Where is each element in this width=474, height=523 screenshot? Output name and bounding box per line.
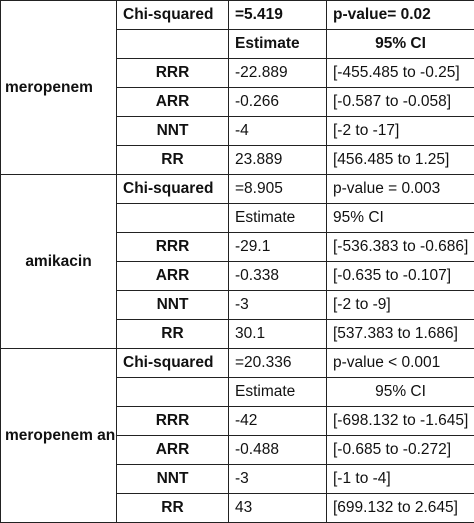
estimate-value: -0.488 (229, 436, 327, 465)
measure-label: NNT (117, 117, 229, 146)
measure-label: RRR (117, 233, 229, 262)
measure-label: NNT (117, 465, 229, 494)
measure-label: RRR (117, 407, 229, 436)
measure-label: RR (117, 320, 229, 349)
ci-value: [-536.383 to -0.686] (327, 233, 474, 262)
ci-value: [-0.587 to -0.058] (327, 88, 474, 117)
ci-value: [-1 to -4] (327, 465, 474, 494)
ci-value: [-698.132 to -1.645] (327, 407, 474, 436)
chi-squared-value: =5.419 (229, 1, 327, 30)
ci-value: [-0.685 to -0.272] (327, 436, 474, 465)
ci-value: [699.132 to 2.645] (327, 494, 474, 523)
estimate-value: 43 (229, 494, 327, 523)
p-value: p-value= 0.02 (327, 1, 474, 30)
ci-header: 95% CI (327, 30, 474, 59)
ci-value: [-455.485 to -0.25] (327, 59, 474, 88)
chi-squared-label: Chi-squared (117, 175, 229, 204)
drug-label: meropenem and amikacin (1, 349, 117, 523)
estimate-header: Estimate (229, 378, 327, 407)
p-value: p-value < 0.001 (327, 349, 474, 378)
estimate-value: -42 (229, 407, 327, 436)
empty-cell (117, 378, 229, 407)
ci-header: 95% CI (327, 378, 474, 407)
estimate-header: Estimate (229, 30, 327, 59)
table-row: meropenem and amikacin Chi-squared =20.3… (1, 349, 474, 378)
table-row: meropenem Chi-squared =5.419 p-value= 0.… (1, 1, 474, 30)
ci-header: 95% CI (327, 204, 474, 233)
empty-cell (117, 30, 229, 59)
measure-label: ARR (117, 436, 229, 465)
estimate-header: Estimate (229, 204, 327, 233)
chi-squared-value: =20.336 (229, 349, 327, 378)
ci-value: [537.383 to 1.686] (327, 320, 474, 349)
ci-value: [456.485 to 1.25] (327, 146, 474, 175)
ci-value: [-0.635 to -0.107] (327, 262, 474, 291)
estimate-value: 30.1 (229, 320, 327, 349)
p-value: p-value = 0.003 (327, 175, 474, 204)
estimate-value: -29.1 (229, 233, 327, 262)
empty-cell (117, 204, 229, 233)
drug-label: amikacin (1, 175, 117, 349)
estimate-value: -3 (229, 291, 327, 320)
ci-value: [-2 to -17] (327, 117, 474, 146)
estimate-value: -22.889 (229, 59, 327, 88)
estimate-value: -4 (229, 117, 327, 146)
measure-label: NNT (117, 291, 229, 320)
estimate-value: -3 (229, 465, 327, 494)
estimate-value: -0.266 (229, 88, 327, 117)
measure-label: RR (117, 494, 229, 523)
chi-squared-value: =8.905 (229, 175, 327, 204)
measure-label: ARR (117, 262, 229, 291)
measure-label: RR (117, 146, 229, 175)
chi-squared-label: Chi-squared (117, 349, 229, 378)
measure-label: RRR (117, 59, 229, 88)
table-row: amikacin Chi-squared =8.905 p-value = 0.… (1, 175, 474, 204)
ci-value: [-2 to -9] (327, 291, 474, 320)
estimate-value: 23.889 (229, 146, 327, 175)
measure-label: ARR (117, 88, 229, 117)
drug-label: meropenem (1, 1, 117, 175)
chi-squared-label: Chi-squared (117, 1, 229, 30)
estimate-value: -0.338 (229, 262, 327, 291)
